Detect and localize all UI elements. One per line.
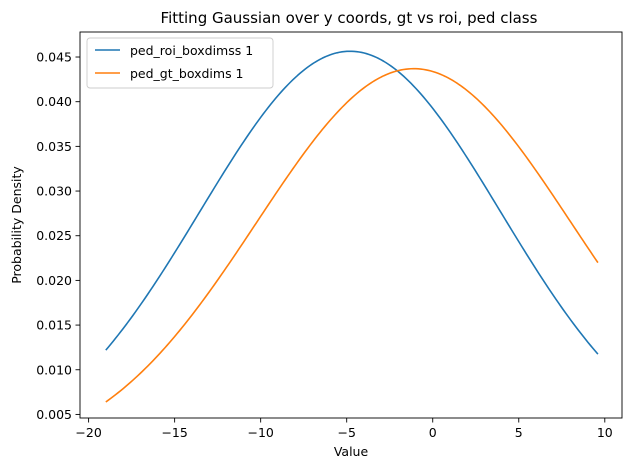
x-tick-label: 10 bbox=[597, 425, 613, 440]
y-tick-label: 0.035 bbox=[36, 139, 72, 154]
x-tick-label: 0 bbox=[429, 425, 437, 440]
x-tick-label: 5 bbox=[515, 425, 523, 440]
y-tick-label: 0.015 bbox=[36, 318, 72, 333]
x-tick-label: −20 bbox=[75, 425, 101, 440]
y-axis-label: Probability Density bbox=[9, 166, 24, 284]
series-layer bbox=[105, 50, 599, 403]
y-tick-label: 0.025 bbox=[36, 228, 72, 243]
y-tick-label: 0.040 bbox=[36, 94, 72, 109]
y-tick-label: 0.010 bbox=[36, 362, 72, 377]
y-tick-label: 0.030 bbox=[36, 184, 72, 199]
x-tick-label: −15 bbox=[161, 425, 187, 440]
ticks-layer: −20 −15 −10 −5 0 5 10 0.005 0.010 0.015 0.020 0.025… bbox=[36, 50, 613, 440]
legend-box bbox=[86, 37, 274, 89]
legend-label-roi: ped_roi_boxdimss 1 bbox=[130, 43, 253, 58]
series-line-0 bbox=[105, 50, 599, 355]
x-tick-label: −5 bbox=[337, 425, 355, 440]
x-axis-label: Value bbox=[334, 444, 369, 459]
x-tick-label: −10 bbox=[247, 425, 273, 440]
y-tick-label: 0.020 bbox=[36, 273, 72, 288]
series-line-1 bbox=[105, 67, 599, 403]
y-tick-label: 0.045 bbox=[36, 50, 72, 65]
chart-title: Fitting Gaussian over y coords, gt vs ro… bbox=[161, 9, 538, 27]
legend: ped_roi_boxdimss 1 ped_gt_boxdims 1 bbox=[86, 37, 274, 89]
plot-frame bbox=[79, 31, 623, 419]
legend-label-gt: ped_gt_boxdims 1 bbox=[130, 66, 244, 81]
y-tick-label: 0.005 bbox=[36, 407, 72, 422]
